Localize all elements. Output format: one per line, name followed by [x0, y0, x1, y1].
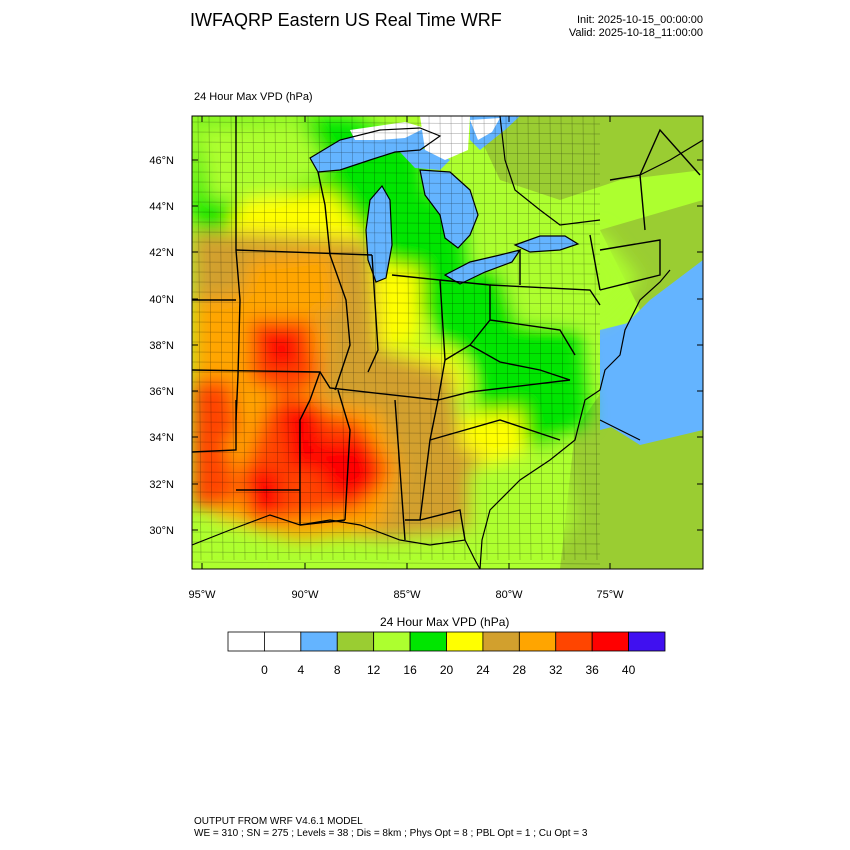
colorbar-tick-label: 12	[367, 663, 381, 677]
map-frame	[191, 115, 704, 570]
longitude-label: 75°W	[596, 589, 624, 601]
colorbar-swatch	[264, 631, 302, 652]
state-boundaries	[192, 116, 701, 541]
init-time: Init: 2025-10-15_00:00:00	[577, 14, 703, 26]
vpd-field	[192, 116, 703, 569]
model-info-line1: OUTPUT FROM WRF V4.6.1 MODEL	[194, 816, 363, 827]
longitude-axis: 95°W 90°W 85°W 80°W 75°W	[188, 116, 624, 601]
latitude-axis: 46°N 44°N 42°N 40°N 38°N 36°N 34°N 32°N 30°N	[149, 155, 703, 537]
colorbar: 0 4 8 12 16 20 24 28 32 36 40	[227, 631, 666, 677]
colorbar-swatch	[628, 631, 666, 652]
colorbar-swatch	[227, 631, 265, 652]
colorbar-tick-label: 16	[403, 663, 417, 677]
colorbar-tick-label: 4	[297, 663, 304, 677]
valid-time: Valid: 2025-10-18_11:00:00	[568, 27, 703, 39]
latitude-label: 40°N	[149, 294, 174, 306]
colorbar-tick-label: 36	[585, 663, 599, 677]
colorbar-swatch	[446, 631, 484, 652]
colorbar-tick-label: 20	[440, 663, 454, 677]
model-info-line2: WE = 310 ; SN = 275 ; Levels = 38 ; Dis …	[194, 828, 588, 839]
colorbar-swatch	[591, 631, 629, 652]
colorbar-tick-label: 40	[622, 663, 636, 677]
longitude-label: 95°W	[188, 589, 216, 601]
latitude-label: 42°N	[149, 247, 174, 259]
colorbar-swatch	[300, 631, 338, 652]
colorbar-swatch	[518, 631, 557, 652]
longitude-label: 85°W	[393, 589, 421, 601]
coastlines	[192, 116, 703, 569]
colorbar-title: 24 Hour Max VPD (hPa)	[380, 615, 510, 629]
latitude-label: 32°N	[149, 479, 174, 491]
colorbar-tick-label: 24	[476, 663, 490, 677]
latitude-label: 36°N	[149, 386, 174, 398]
colorbar-tick-label: 32	[549, 663, 563, 677]
map-variable-label: 24 Hour Max VPD (hPa)	[194, 91, 313, 103]
colorbar-swatch	[482, 631, 520, 652]
colorbar-swatch	[409, 631, 447, 652]
colorbar-swatch	[373, 631, 411, 652]
colorbar-tick-label: 8	[334, 663, 341, 677]
longitude-label: 80°W	[495, 589, 523, 601]
colorbar-tick-label: 28	[513, 663, 527, 677]
latitude-label: 30°N	[149, 525, 174, 537]
latitude-label: 46°N	[149, 155, 174, 167]
longitude-label: 90°W	[291, 589, 319, 601]
latitude-label: 44°N	[149, 201, 174, 213]
colorbar-swatch	[336, 631, 375, 652]
colorbar-tick-label: 0	[261, 663, 268, 677]
plot-title: IWFAQRP Eastern US Real Time WRF	[190, 10, 502, 30]
latitude-label: 34°N	[149, 432, 174, 444]
colorbar-swatch	[555, 631, 593, 652]
latitude-label: 38°N	[149, 340, 174, 352]
